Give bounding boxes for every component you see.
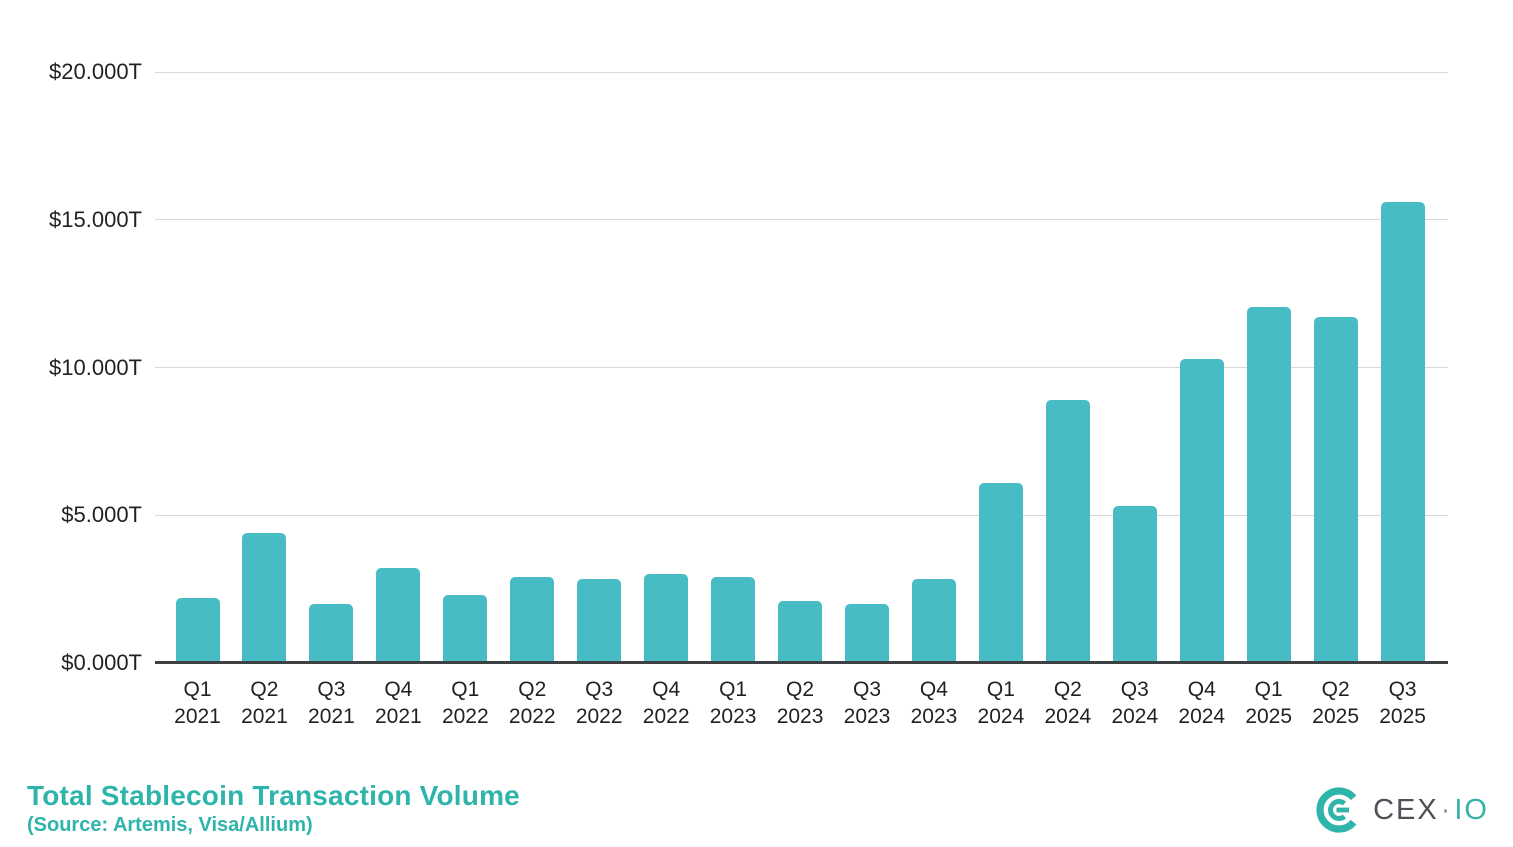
gridline-15T xyxy=(155,219,1448,221)
bar-q4-2021 xyxy=(376,568,421,663)
x-tick-label-q4-2024: Q4 2024 xyxy=(1178,678,1226,728)
bar-q2-2025 xyxy=(1313,317,1358,663)
x-tick-label-q1-2024: Q1 2024 xyxy=(977,678,1025,728)
bar-q2-2024 xyxy=(1045,400,1090,663)
x-tick-label-q1-2023: Q1 2023 xyxy=(709,678,757,728)
chart-title: Total Stablecoin Transaction Volume xyxy=(27,780,520,811)
x-tick-label-q3-2023: Q3 2023 xyxy=(843,678,891,728)
bar-q3-2023 xyxy=(845,603,889,663)
x-tick-label-q2-2025: Q2 2025 xyxy=(1312,678,1359,728)
x-tick-label-q4-2022: Q4 2022 xyxy=(642,678,690,728)
y-tick-label: $5.000T xyxy=(61,502,142,528)
x-tick-label-q1-2022: Q1 2022 xyxy=(441,678,489,728)
bar-q1-2023 xyxy=(711,577,756,663)
x-tick-label-q3-2022: Q3 2022 xyxy=(575,678,623,728)
cexio-logo-icon xyxy=(1314,786,1364,834)
x-tick-label-q2-2021: Q2 2021 xyxy=(241,678,288,728)
x-tick-label-q2-2024: Q2 2024 xyxy=(1044,678,1092,728)
x-tick-label-q4-2021: Q4 2021 xyxy=(374,678,422,728)
x-tick-label-q1-2021: Q1 2021 xyxy=(174,678,221,728)
bar-q1-2021 xyxy=(175,598,220,663)
bar-q3-2022 xyxy=(577,578,622,663)
x-tick-label-q3-2024: Q3 2024 xyxy=(1111,678,1159,728)
bar-q1-2025 xyxy=(1246,306,1291,663)
gridline-5T xyxy=(155,514,1448,516)
bar-q3-2025 xyxy=(1380,202,1425,663)
gridline-10T xyxy=(155,367,1448,368)
x-tick-label-q1-2025: Q1 2025 xyxy=(1245,678,1293,728)
x-tick-label-q2-2022: Q2 2022 xyxy=(508,678,556,728)
bar-q4-2024 xyxy=(1179,358,1224,663)
chart-source-note: (Source: Artemis, Visa/Allium) xyxy=(27,814,313,836)
y-tick-label: $10.000T xyxy=(49,354,142,380)
x-tick-label-q2-2023: Q2 2023 xyxy=(776,678,824,728)
cexio-logo-text: CEX · IO xyxy=(1373,794,1489,827)
bar-q2-2021 xyxy=(242,532,287,663)
y-tick-label: $0.000T xyxy=(61,650,142,675)
y-tick-label: $15.000T xyxy=(49,206,142,232)
bar-q1-2024 xyxy=(978,482,1023,663)
y-tick-label: $20.000T xyxy=(49,59,142,84)
x-axis-line xyxy=(155,661,1448,664)
bar-q4-2022 xyxy=(644,574,689,663)
bar-q1-2022 xyxy=(443,595,488,663)
bar-q3-2024 xyxy=(1112,506,1157,663)
bar-q2-2023 xyxy=(778,600,823,663)
cexio-logo: CEX · IO xyxy=(1314,786,1489,834)
x-tick-label-q3-2021: Q3 2021 xyxy=(308,678,355,728)
logo-separator-dot: · xyxy=(1440,793,1453,826)
logo-text-io: IO xyxy=(1454,793,1489,826)
bar-q4-2023 xyxy=(911,578,956,663)
bar-q3-2021 xyxy=(309,603,354,663)
gridline-20T xyxy=(155,71,1448,73)
x-tick-label-q3-2025: Q3 2025 xyxy=(1379,678,1426,728)
logo-text-cex: CEX xyxy=(1373,793,1439,826)
plot-area: $0.000T $5.000T $10.000T $15.000T $20.000T xyxy=(49,59,1448,675)
bar-q2-2022 xyxy=(510,577,555,663)
x-tick-label-q4-2023: Q4 2023 xyxy=(910,678,958,728)
